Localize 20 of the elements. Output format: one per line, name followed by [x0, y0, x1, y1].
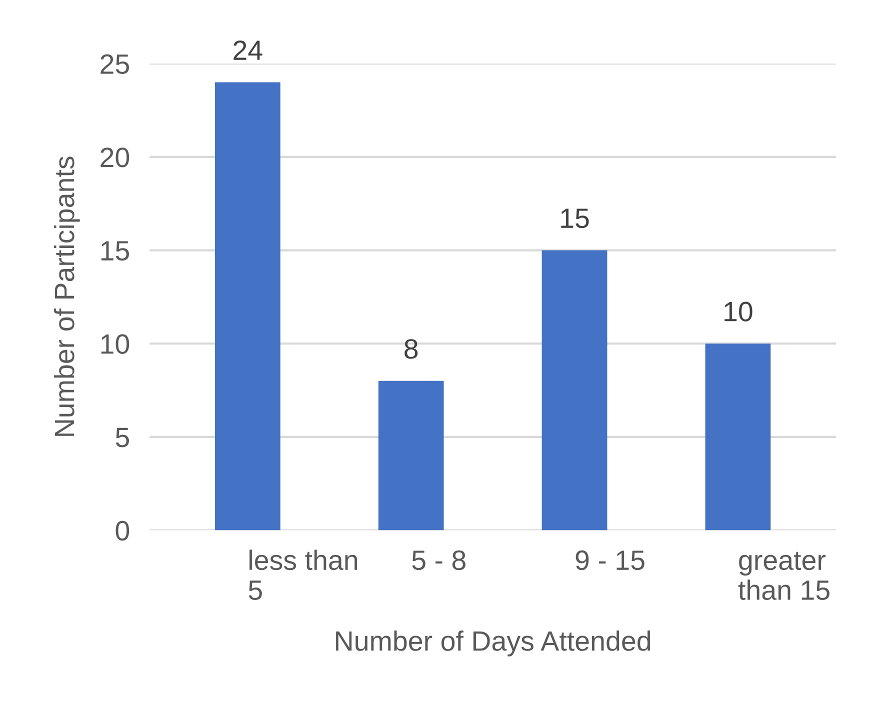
data-label: 15 — [561, 208, 589, 228]
y-tick-label: 15 — [101, 241, 129, 261]
bar — [542, 250, 608, 530]
x-tick-label: less than 5 — [248, 550, 358, 600]
data-label: 24 — [234, 40, 262, 60]
y-tick-label: 0 — [116, 520, 130, 541]
y-tick-label: 25 — [100, 54, 129, 74]
x-tick-label: greater than 15 — [738, 552, 830, 600]
y-tick-label: 10 — [101, 334, 130, 354]
x-tick-label: 9 - 15 — [576, 550, 644, 570]
x-tick-label: 5 - 8 — [412, 550, 466, 570]
y-tick-label: 5 — [116, 428, 129, 448]
y-axis-title: Number of Participants — [54, 156, 80, 436]
bar — [705, 344, 771, 530]
x-axis-title: Number of Days Attended — [336, 630, 650, 656]
data-label: 8 — [404, 339, 418, 359]
data-label: 10 — [724, 302, 752, 322]
bar — [378, 380, 444, 530]
bar — [214, 82, 280, 530]
y-tick-label: 20 — [100, 148, 130, 168]
